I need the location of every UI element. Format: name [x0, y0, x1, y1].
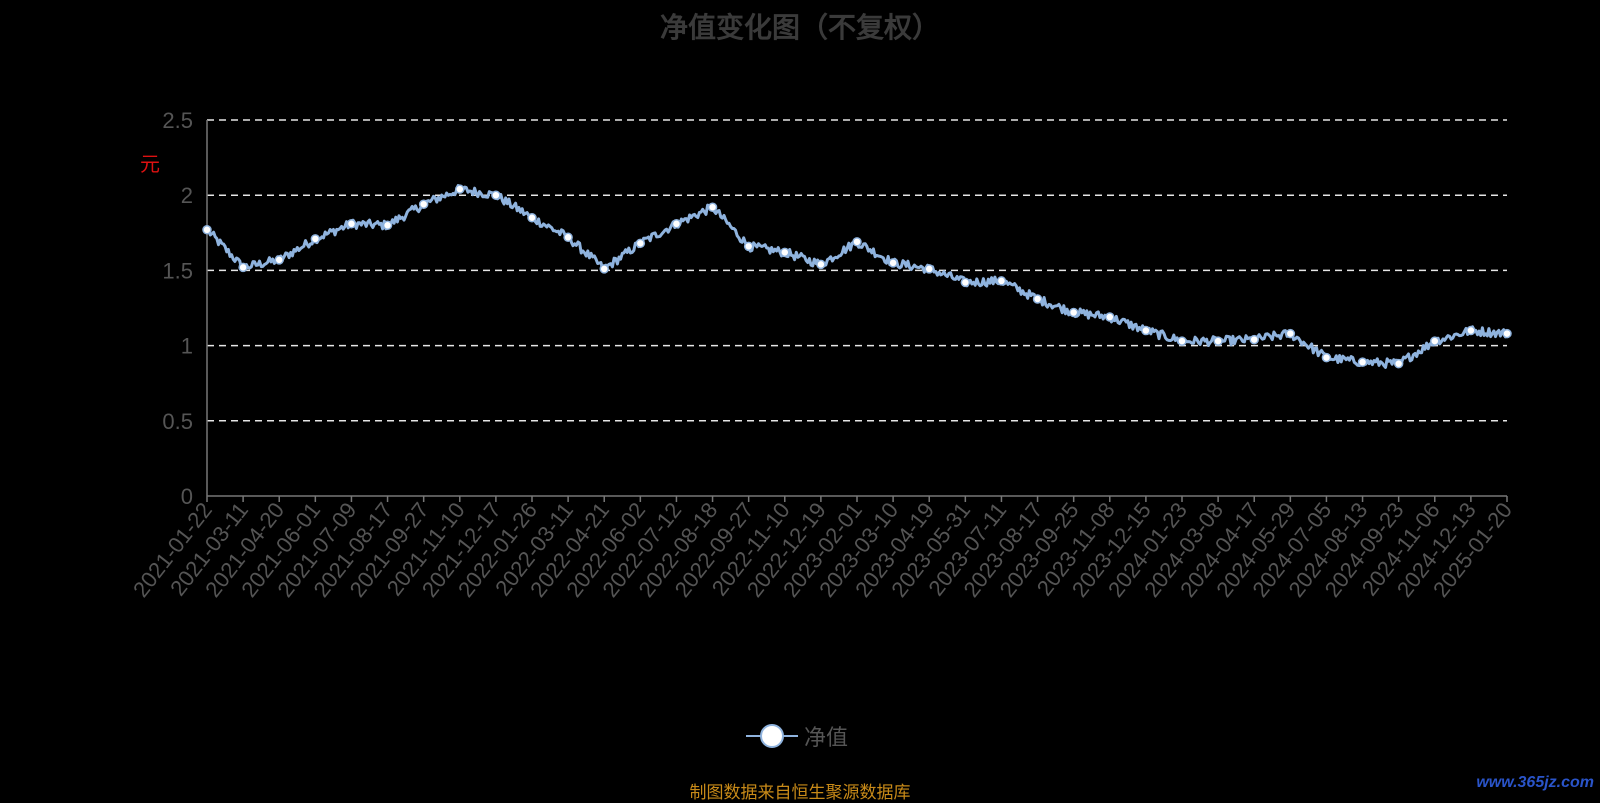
data-point[interactable] — [1357, 357, 1368, 367]
data-point[interactable] — [635, 238, 646, 249]
data-point[interactable] — [599, 264, 609, 274]
data-point[interactable] — [563, 232, 573, 243]
data-point[interactable] — [780, 247, 790, 258]
y-axis-label: 元 — [140, 154, 160, 176]
data-point[interactable] — [1466, 325, 1476, 336]
grid-lines — [207, 119, 1507, 422]
data-point[interactable] — [671, 219, 682, 229]
chart-title: 净值变化图（不复权） — [659, 12, 940, 43]
data-point[interactable] — [1321, 352, 1332, 363]
y-tick-label: 1.5 — [162, 258, 193, 283]
data-point[interactable] — [1141, 325, 1151, 336]
x-tick-labels: 2021-01-222021-03-112021-04-202021-06-01… — [128, 498, 1517, 602]
data-point[interactable] — [202, 225, 212, 235]
data-point[interactable] — [1177, 336, 1187, 346]
data-point[interactable] — [1068, 307, 1079, 318]
y-tick-label: 2.5 — [162, 108, 193, 133]
y-tick-label: 0 — [181, 484, 193, 509]
data-source-note: 制图数据来自恒生聚源数据库 — [689, 783, 911, 802]
data-point[interactable] — [346, 219, 357, 229]
data-point[interactable] — [1502, 328, 1512, 339]
y-tick-label: 1 — [181, 334, 193, 359]
data-point[interactable] — [1285, 328, 1296, 339]
legend[interactable]: 净值 — [746, 720, 848, 752]
legend-marker-icon — [746, 724, 798, 748]
data-point[interactable] — [1430, 336, 1440, 346]
data-point[interactable] — [1249, 334, 1259, 345]
data-point[interactable] — [924, 264, 934, 274]
data-point[interactable] — [1032, 294, 1043, 304]
data-point[interactable] — [527, 213, 537, 223]
data-point[interactable] — [888, 258, 898, 268]
data-point[interactable] — [996, 276, 1007, 286]
data-point[interactable] — [816, 259, 826, 270]
data-point[interactable] — [382, 220, 393, 231]
data-point[interactable] — [491, 190, 501, 200]
data-point[interactable] — [1105, 312, 1115, 322]
data-point[interactable] — [1393, 358, 1404, 369]
y-tick-label: 2 — [181, 183, 193, 208]
data-point[interactable] — [418, 199, 429, 209]
data-point[interactable] — [960, 277, 971, 288]
data-point[interactable] — [310, 234, 321, 244]
data-point[interactable] — [707, 202, 718, 212]
data-points — [202, 184, 1512, 369]
data-point[interactable] — [1213, 336, 1223, 346]
y-tick-labels: 0 0.5 1 1.5 2 2.5 — [162, 108, 193, 509]
data-point[interactable] — [852, 237, 862, 247]
data-point[interactable] — [274, 255, 284, 265]
data-point[interactable] — [455, 184, 465, 194]
data-point[interactable] — [743, 241, 754, 252]
series-line-net-value — [206, 184, 1509, 369]
axes — [206, 120, 1508, 502]
watermark: www.365jz.com — [1476, 774, 1594, 791]
y-tick-label: 0.5 — [162, 409, 193, 434]
legend-label: 净值 — [804, 725, 849, 750]
data-point[interactable] — [238, 262, 248, 273]
